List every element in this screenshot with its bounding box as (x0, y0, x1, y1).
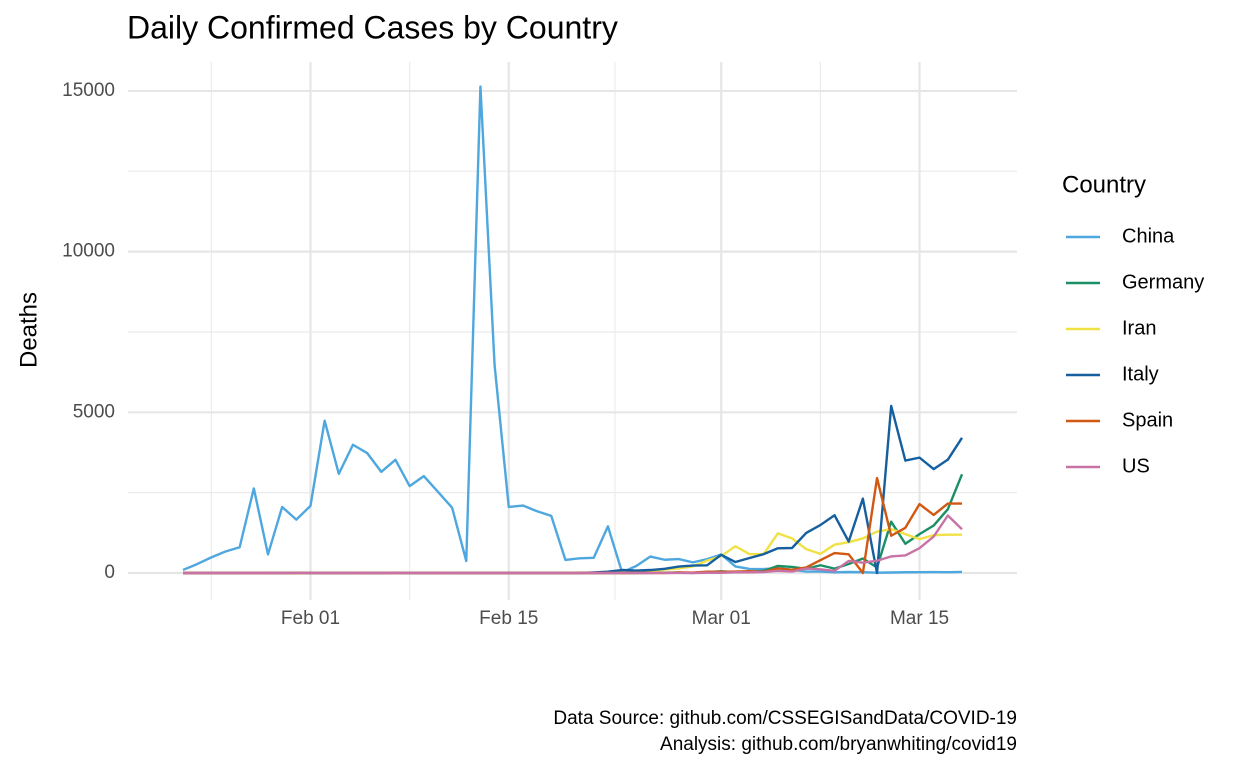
y-tick-label: 10000 (62, 241, 115, 262)
y-axis-label: Deaths (15, 292, 42, 368)
legend-title: Country (1062, 171, 1146, 198)
caption: Analysis: github.com/bryanwhiting/covid1… (660, 734, 1017, 755)
legend-label: China (1122, 225, 1175, 247)
series-line (182, 85, 963, 574)
y-tick-label: 0 (104, 562, 115, 583)
legend-label: Italy (1122, 363, 1159, 385)
legend-label: Iran (1122, 317, 1156, 339)
chart-title: Daily Confirmed Cases by Country (127, 9, 618, 45)
caption: Data Source: github.com/CSSEGISandData/C… (553, 708, 1017, 729)
grid (128, 62, 1017, 600)
legend-label: US (1122, 455, 1150, 477)
x-tick-label: Mar 01 (692, 608, 751, 629)
legend-label: Germany (1122, 271, 1204, 293)
y-tick-label: 5000 (73, 401, 115, 422)
x-tick-label: Feb 01 (281, 608, 340, 629)
series-line (183, 404, 964, 575)
x-tick-label: Feb 15 (479, 608, 538, 629)
series-line (182, 514, 963, 575)
y-tick-label: 15000 (62, 80, 115, 101)
legend-label: Spain (1122, 409, 1173, 431)
x-tick-label: Mar 15 (890, 608, 949, 629)
